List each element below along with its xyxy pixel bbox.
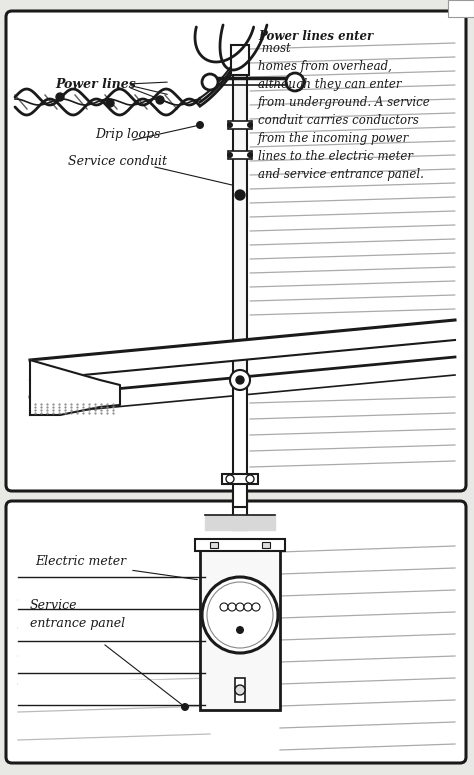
Bar <box>262 542 270 548</box>
Text: Power lines enter: Power lines enter <box>258 30 373 43</box>
Bar <box>228 121 252 129</box>
Text: Electric meter: Electric meter <box>35 555 126 568</box>
Polygon shape <box>18 616 205 641</box>
Circle shape <box>244 603 252 611</box>
Text: Drip loops: Drip loops <box>95 128 160 141</box>
Circle shape <box>106 99 114 107</box>
Circle shape <box>236 603 244 611</box>
Bar <box>210 542 218 548</box>
Bar <box>235 678 245 702</box>
Circle shape <box>207 582 273 648</box>
Polygon shape <box>18 584 205 609</box>
Circle shape <box>252 603 260 611</box>
Bar <box>231 45 249 75</box>
Bar <box>233 477 247 507</box>
Bar <box>233 50 247 380</box>
Circle shape <box>227 122 233 128</box>
Circle shape <box>220 603 228 611</box>
Polygon shape <box>205 515 275 530</box>
Circle shape <box>247 122 253 128</box>
Circle shape <box>235 685 245 695</box>
Text: most
homes from overhead,
although they can enter
from underground. A service
co: most homes from overhead, although they … <box>258 42 431 181</box>
Bar <box>222 474 258 484</box>
Circle shape <box>226 475 234 483</box>
Text: Service
entrance panel: Service entrance panel <box>30 599 125 630</box>
Polygon shape <box>30 360 120 415</box>
Bar <box>195 539 285 551</box>
Circle shape <box>202 577 278 653</box>
Bar <box>228 151 252 159</box>
Circle shape <box>181 703 189 711</box>
Circle shape <box>202 74 218 90</box>
Circle shape <box>196 121 204 129</box>
Circle shape <box>247 152 253 158</box>
FancyBboxPatch shape <box>6 11 466 491</box>
Text: Power lines: Power lines <box>55 78 136 91</box>
Circle shape <box>228 603 236 611</box>
Bar <box>200 543 280 710</box>
Bar <box>233 495 247 530</box>
Circle shape <box>236 376 244 384</box>
Circle shape <box>236 626 244 634</box>
Circle shape <box>286 73 304 91</box>
FancyBboxPatch shape <box>6 501 466 763</box>
Circle shape <box>156 96 164 104</box>
Circle shape <box>56 93 64 101</box>
Polygon shape <box>30 320 455 380</box>
Bar <box>233 375 247 475</box>
Circle shape <box>246 475 254 483</box>
Circle shape <box>227 152 233 158</box>
Bar <box>448 0 474 17</box>
Polygon shape <box>18 552 205 577</box>
Text: Service conduit: Service conduit <box>68 155 167 168</box>
Polygon shape <box>18 648 205 673</box>
Circle shape <box>235 190 245 200</box>
Circle shape <box>230 370 250 390</box>
Polygon shape <box>18 680 205 705</box>
Polygon shape <box>30 357 455 415</box>
